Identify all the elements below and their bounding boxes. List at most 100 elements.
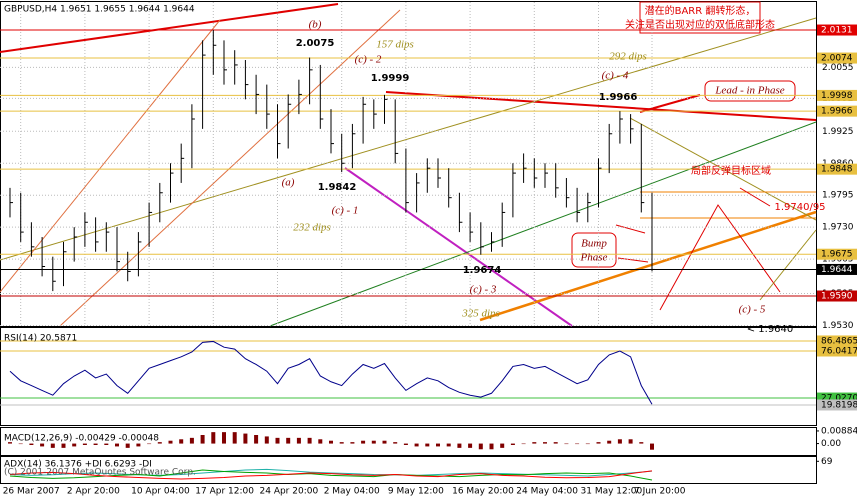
- macd-bar: [639, 442, 644, 444]
- level-tag: [817, 89, 857, 101]
- callout-box: [639, 1, 761, 34]
- macd-bar: [617, 439, 622, 444]
- copyright: (C) 2001-2007 MetaQuotes Software Corp.: [4, 468, 196, 478]
- level-label: 1.9644: [821, 265, 853, 275]
- macd-bar: [650, 443, 654, 450]
- annotation: 关注是否出现对应的双低底部形态: [625, 18, 775, 31]
- arrow: [639, 94, 701, 113]
- annotation: (c) - 2: [355, 54, 382, 66]
- macd-bar: [393, 442, 398, 444]
- macd-bar: [157, 442, 162, 444]
- level-tag: [817, 163, 857, 175]
- macd-bar: [61, 443, 66, 448]
- trend-lines: [0, 3, 817, 327]
- annotation: 局部反弹目标区域: [691, 164, 771, 177]
- annotation: < 1.9640: [747, 324, 794, 335]
- macd-bar: [125, 443, 130, 448]
- macd-bar: [489, 443, 494, 450]
- annotation: 232 dips: [293, 222, 331, 234]
- macd-bar: [254, 435, 259, 444]
- level-label: 1.9675: [821, 250, 853, 260]
- level-tag: [817, 52, 857, 64]
- y-tick-label: 1.9730: [822, 223, 854, 233]
- y-tick-label: 76.0417: [821, 346, 857, 356]
- macd-bar: [382, 440, 387, 444]
- macd-bar: [307, 437, 312, 444]
- y-tick-label: 1.9795: [822, 191, 854, 201]
- annotation: (c) - 4: [602, 70, 629, 82]
- annotation: Bump: [581, 238, 607, 250]
- projection-arrow: [659, 204, 781, 311]
- macd-bar: [350, 442, 355, 444]
- level-label: 2.0131: [821, 26, 853, 36]
- x-tick-label: 31 May 12:00: [581, 487, 643, 497]
- chart-title: GBPUSD,H4 1.9651 1.9655 1.9644 1.9644: [4, 5, 195, 15]
- level-tag: [817, 345, 857, 357]
- level-tag: [817, 290, 857, 302]
- x-tick-label: 26 Mar 2007: [3, 487, 60, 497]
- rsi-panel: [0, 327, 817, 426]
- y-tick-label: 2.0055: [822, 63, 854, 73]
- level-tag: [817, 263, 857, 275]
- arrow: [615, 224, 646, 234]
- level-label: 1.9590: [821, 292, 853, 302]
- trend-line: [0, 19, 221, 293]
- level-tag: [817, 248, 857, 260]
- macd-bar: [425, 443, 430, 447]
- macd-bar: [8, 442, 12, 444]
- y-tick-label: 0.00884: [821, 426, 857, 436]
- macd-bar: [136, 443, 141, 447]
- adx-line: [9, 469, 653, 481]
- macd-bar: [40, 443, 45, 447]
- macd-bar: [510, 443, 515, 445]
- macd-bar: [478, 443, 483, 450]
- y-tick-label: 27.0270: [821, 394, 857, 404]
- trend-line: [0, 3, 339, 53]
- macd-bar: [147, 443, 152, 445]
- macd-bar: [329, 440, 333, 444]
- macd-bar: [286, 437, 291, 444]
- macd-bar: [553, 442, 558, 444]
- macd-bar: [29, 443, 34, 445]
- annotation: 1.9674: [463, 265, 502, 276]
- macd-bar: [200, 435, 205, 444]
- macd-bar: [532, 442, 537, 444]
- macd-bar: [72, 443, 77, 447]
- macd-bar: [468, 443, 473, 448]
- macd-bar: [115, 443, 119, 447]
- annotation: 157 dips: [376, 39, 414, 51]
- annotation: 1.9842: [318, 182, 357, 193]
- macd-bar: [232, 432, 237, 444]
- x-tick-label: 24 Apr 20:00: [260, 487, 319, 497]
- annotation: 292 dips: [609, 51, 647, 63]
- trend-line: [479, 210, 817, 322]
- macd-bar: [543, 442, 547, 444]
- macd-bar: [179, 439, 184, 444]
- annotation: 1.9966: [599, 92, 638, 103]
- callout-box: [704, 80, 796, 102]
- y-tick-label: 69: [821, 457, 833, 467]
- level-tag: [817, 335, 857, 347]
- level-tag: [817, 399, 857, 411]
- y-tick-label: 0.00: [821, 439, 841, 449]
- level-label: 2.0074: [821, 54, 853, 64]
- y-tick-label: 1.9530: [822, 321, 854, 331]
- macd-bar: [628, 439, 633, 444]
- y-tick-label: 86.4865: [821, 336, 857, 346]
- macd-bar: [93, 443, 98, 445]
- macd-bar: [361, 440, 366, 444]
- macd-bar: [575, 443, 580, 445]
- macd-bar: [521, 443, 526, 445]
- annotation: 325 dips: [461, 308, 500, 320]
- x-tick-label: 24 May 04:00: [516, 487, 578, 497]
- x-tick-label: 16 May 20:00: [452, 487, 514, 497]
- macd-bar: [18, 443, 23, 445]
- panel-title: ADX(14) 36.1376 +DI 6.6293 -DI: [4, 460, 152, 470]
- macd-bar: [264, 436, 269, 444]
- macd-bar: [414, 443, 419, 447]
- adx-panel: [0, 456, 817, 484]
- arrow: [617, 257, 649, 263]
- adx-line: [9, 470, 653, 480]
